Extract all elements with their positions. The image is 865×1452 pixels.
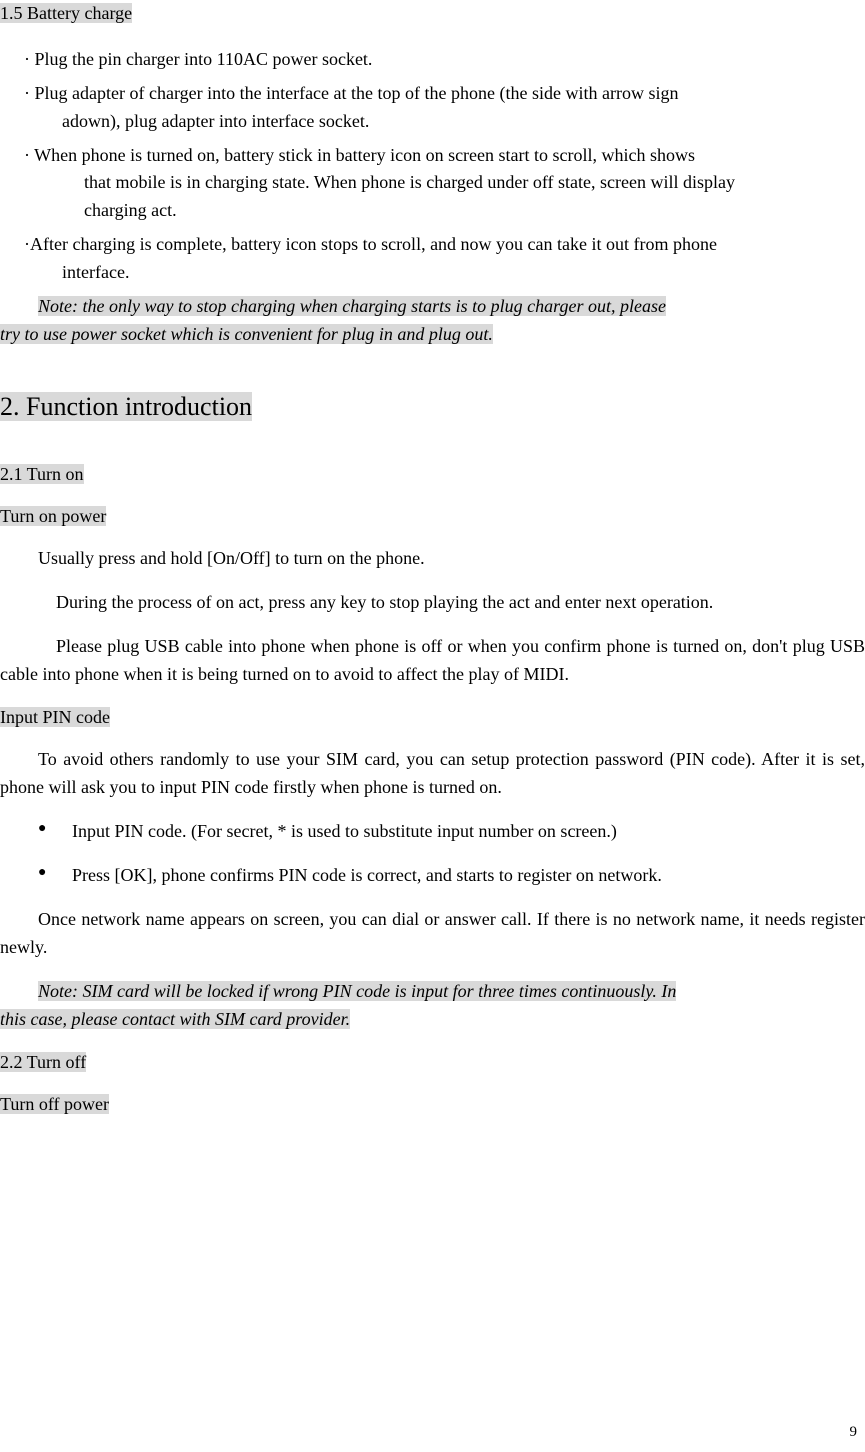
list-item: Input PIN code. (For secret, * is used t… xyxy=(38,818,865,846)
note-pin: Note: SIM card will be locked if wrong P… xyxy=(0,978,865,1034)
list-item-lead: · When phone is turned on, battery stick… xyxy=(24,142,865,170)
list-item-lead: · Plug the pin charger into 110AC power … xyxy=(24,46,865,74)
heading-text: 1.5 Battery charge xyxy=(0,3,132,23)
heading-text: 2.1 Turn on xyxy=(0,464,84,484)
note-text-line1: Note: the only way to stop charging when… xyxy=(38,296,666,316)
list-item: ·After charging is complete, battery ico… xyxy=(24,231,865,287)
page-number: 9 xyxy=(850,1421,858,1444)
note-text-line1: Note: SIM card will be locked if wrong P… xyxy=(38,981,676,1001)
list-item-cont: charging act. xyxy=(24,197,865,225)
section-2-heading: 2. Function introduction xyxy=(0,387,865,427)
paragraph: To avoid others randomly to use your SIM… xyxy=(0,746,865,802)
list-item: · Plug the pin charger into 110AC power … xyxy=(24,46,865,74)
note-text-line2: this case, please contact with SIM card … xyxy=(0,1009,350,1029)
heading-text: Input PIN code xyxy=(0,707,110,727)
list-item: · When phone is turned on, battery stick… xyxy=(24,142,865,226)
heading-text: Turn on power xyxy=(0,506,106,526)
pin-bullet-list: Input PIN code. (For secret, * is used t… xyxy=(38,818,865,890)
list-item-text: Input PIN code. (For secret, * is used t… xyxy=(72,821,617,841)
section-2-1-heading: 2.1 Turn on xyxy=(0,461,865,489)
heading-text: 2. Function introduction xyxy=(0,392,252,421)
list-item-cont: interface. xyxy=(24,259,865,287)
turn-on-power-heading: Turn on power xyxy=(0,503,865,531)
section-2-2-heading: 2.2 Turn off xyxy=(0,1049,865,1077)
list-item-lead: · Plug adapter of charger into the inter… xyxy=(24,80,865,108)
list-item: Press [OK], phone confirms PIN code is c… xyxy=(38,862,865,890)
input-pin-code-heading: Input PIN code xyxy=(0,704,865,732)
paragraph: Please plug USB cable into phone when ph… xyxy=(0,633,865,689)
document-page: 1.5 Battery charge · Plug the pin charge… xyxy=(0,0,865,1173)
turn-off-power-heading: Turn off power xyxy=(0,1091,865,1119)
section-1-5-heading: 1.5 Battery charge xyxy=(0,0,865,28)
paragraph: Once network name appears on screen, you… xyxy=(0,906,865,962)
paragraph: During the process of on act, press any … xyxy=(0,589,865,617)
note-text-line2: try to use power socket which is conveni… xyxy=(0,324,493,344)
list-item-text: Press [OK], phone confirms PIN code is c… xyxy=(72,865,662,885)
heading-text: 2.2 Turn off xyxy=(0,1052,86,1072)
list-item-cont: adown), plug adapter into interface sock… xyxy=(24,108,865,136)
paragraph: Usually press and hold [On/Off] to turn … xyxy=(0,545,865,573)
list-item-cont: that mobile is in charging state. When p… xyxy=(24,169,865,197)
battery-charge-list: · Plug the pin charger into 110AC power … xyxy=(24,46,865,287)
heading-text: Turn off power xyxy=(0,1094,109,1114)
list-item-lead: ·After charging is complete, battery ico… xyxy=(24,231,865,259)
list-item: · Plug adapter of charger into the inter… xyxy=(24,80,865,136)
note-1-5: Note: the only way to stop charging when… xyxy=(0,293,865,349)
